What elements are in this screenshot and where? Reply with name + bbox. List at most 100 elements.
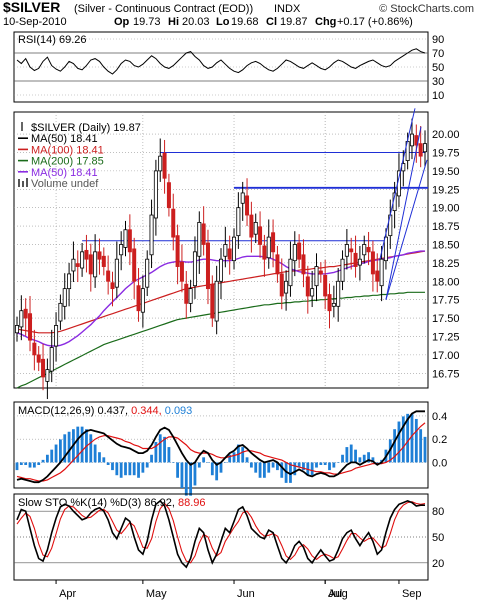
macd-histogram-bar xyxy=(150,454,153,463)
hi-label: Hi xyxy=(168,16,179,28)
candle-body xyxy=(288,258,293,287)
macd-histogram-bar xyxy=(119,462,123,478)
candle-body xyxy=(344,244,349,257)
candle-body xyxy=(88,254,93,275)
macd-histogram-bar xyxy=(219,462,223,473)
op-label: Op xyxy=(114,16,130,28)
macd-histogram-bar xyxy=(241,447,245,463)
candle-body xyxy=(318,270,323,275)
macd-histogram-bar xyxy=(406,413,410,463)
macd-histogram-bar xyxy=(302,462,305,471)
candle-body xyxy=(119,244,124,256)
macd-histogram-bar xyxy=(59,439,62,463)
candle-body xyxy=(223,244,228,257)
price-tick-label: 17.25 xyxy=(432,331,460,343)
macd-histogram-bar xyxy=(98,452,101,463)
macd-histogram-bar xyxy=(197,462,201,468)
candle-body xyxy=(422,143,427,153)
ma200-line xyxy=(16,291,425,389)
macd-histogram-bar xyxy=(410,413,414,463)
candle-body xyxy=(279,273,284,297)
macd-histogram-bar xyxy=(336,462,340,463)
op-value: 19.73 xyxy=(133,16,161,28)
x-tick-label: Sep xyxy=(402,588,422,600)
candle-body xyxy=(409,133,414,147)
candle-body xyxy=(23,308,28,319)
sto-k-line xyxy=(16,499,425,569)
macd-histogram-bar xyxy=(397,421,401,463)
candle-body xyxy=(58,302,63,322)
candle-body xyxy=(162,152,167,179)
candle-body xyxy=(253,221,258,235)
macd-histogram-bar xyxy=(28,462,32,468)
macd-legend: MACD(12,26,9) 0.437, 0.344, 0.093 xyxy=(18,405,192,417)
price-legend-entry: MA(200) 17.85 xyxy=(31,156,104,168)
macd-histogram-bar xyxy=(362,454,366,463)
macd-histogram-bar xyxy=(15,462,19,471)
symbol: $SILVER xyxy=(3,0,60,15)
candle-body xyxy=(249,214,254,238)
candle-body xyxy=(71,258,76,272)
sto-tick-label: 20 xyxy=(432,558,444,570)
candle-body xyxy=(275,254,280,275)
candle-body xyxy=(258,226,263,245)
price-tick-label: 16.75 xyxy=(432,368,460,380)
macd-frame xyxy=(13,401,429,489)
candle-body xyxy=(123,229,128,248)
candle-body xyxy=(84,249,89,260)
macd-histogram-bar xyxy=(215,462,219,481)
legend-swatch xyxy=(18,179,20,187)
candle-body xyxy=(284,280,289,294)
macd-histogram-bar xyxy=(184,462,188,496)
candle-body xyxy=(262,245,267,260)
candle-body xyxy=(362,244,367,256)
x-tick-label: Apr xyxy=(59,588,76,600)
price-tick-label: 17.00 xyxy=(432,350,460,362)
rsi-tick-label: 90 xyxy=(432,34,444,46)
macd-histogram-bar xyxy=(341,454,344,463)
candle-body xyxy=(197,221,202,257)
x-tick-label: Jul xyxy=(328,588,342,600)
macd-histogram-bar xyxy=(358,457,362,463)
macd-histogram-bar xyxy=(289,462,292,483)
macd-histogram-bar xyxy=(263,462,266,478)
candle-body xyxy=(32,342,37,356)
macd-histogram-bar xyxy=(67,431,71,463)
candle-body xyxy=(101,255,106,267)
macd-histogram-bar xyxy=(310,462,314,476)
candle-body xyxy=(357,258,362,266)
chart-header: $SILVER (Silver - Continuous Contract (E… xyxy=(3,0,474,28)
macd-histogram-bar xyxy=(63,434,67,463)
candle-body xyxy=(110,282,115,290)
candle-body xyxy=(375,270,380,282)
price-tick-label: 17.50 xyxy=(432,313,460,325)
macd-tick-label: 0.4 xyxy=(432,411,447,423)
description: (Silver - Continuous Contract (EOD)) xyxy=(74,3,253,15)
macd-histogram-bar xyxy=(297,462,301,468)
macd-histogram-bar xyxy=(271,462,275,468)
price-frame xyxy=(13,111,429,389)
macd-histogram-bar xyxy=(115,462,119,476)
candle-body xyxy=(114,258,119,288)
channel-line xyxy=(385,159,428,300)
macd-histogram-bar xyxy=(137,462,140,478)
macd-histogram-bar xyxy=(419,429,423,463)
macd-panel: 0.4 0.2 0.0 MACD(12,26,9) 0.437, 0.344, 0.0… xyxy=(13,401,447,496)
macd-tick-label: 0.0 xyxy=(432,457,447,469)
macd-histogram-bar xyxy=(32,462,36,468)
macd-histogram-bar xyxy=(328,462,331,471)
macd-histogram-bar xyxy=(89,434,93,463)
macd-histogram-bar xyxy=(93,444,97,463)
macd-histogram-bar xyxy=(210,462,214,476)
candle-body xyxy=(45,369,50,382)
legend-swatch xyxy=(22,181,24,187)
price-legend-entry: MA(50) 18.41 xyxy=(31,133,98,145)
macd-histogram-bar xyxy=(423,436,427,463)
rsi-tick-label: 70 xyxy=(432,48,444,60)
macd-histogram-bar xyxy=(371,457,375,463)
candle-body xyxy=(292,244,297,262)
candle-body xyxy=(245,195,250,216)
macd-histogram-bar xyxy=(393,429,397,463)
candle-body xyxy=(210,283,215,319)
